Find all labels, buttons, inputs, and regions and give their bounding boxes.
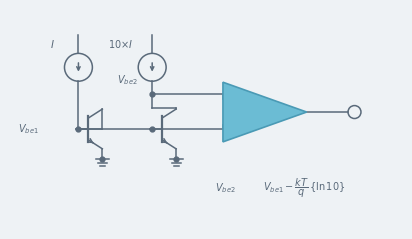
Text: $V_{be1} - \dfrac{kT}{q}\,\{\ln 10\}$: $V_{be1} - \dfrac{kT}{q}\,\{\ln 10\}$ — [263, 177, 345, 200]
Text: $V_{be2}$: $V_{be2}$ — [117, 73, 138, 87]
Text: $V_{be2}$: $V_{be2}$ — [215, 182, 236, 196]
Text: $I$: $I$ — [50, 38, 55, 50]
Text: $10{\times}I$: $10{\times}I$ — [108, 38, 133, 50]
Text: $V_{be1}$: $V_{be1}$ — [18, 122, 39, 136]
Polygon shape — [223, 82, 307, 142]
